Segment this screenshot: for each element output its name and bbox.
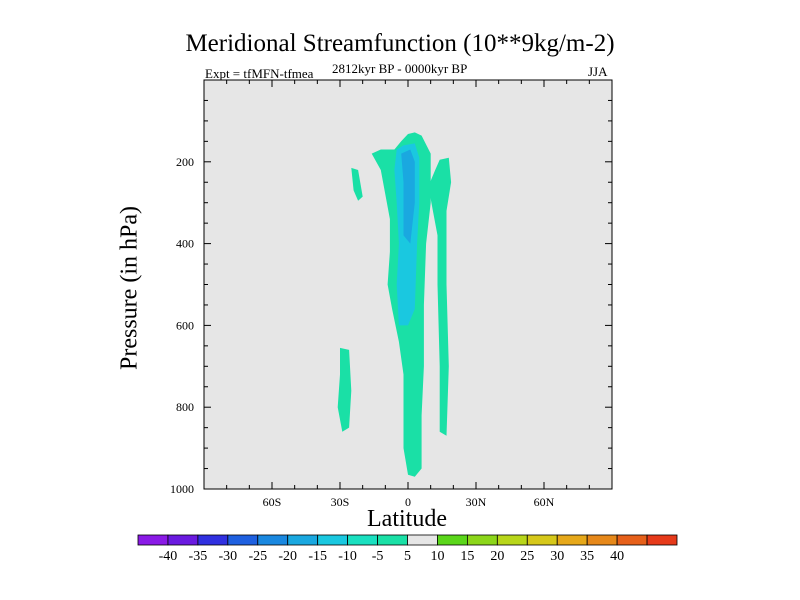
- y-tick-label: 600: [176, 318, 194, 332]
- x-tick-label: 30S: [331, 495, 350, 509]
- colorbar-label: 20: [490, 549, 504, 564]
- colorbar-box: [137, 534, 169, 546]
- experiment-label: Expt = tfMFN-tfmea: [205, 66, 314, 81]
- colorbar-label: 15: [460, 549, 474, 564]
- colorbar-label: -25: [248, 549, 267, 564]
- colorbar-box: [556, 534, 588, 546]
- colorbar-label: -30: [218, 549, 237, 564]
- colorbar-box: [197, 534, 229, 546]
- colorbar-box: [646, 534, 678, 546]
- colorbar-label: -35: [189, 549, 208, 564]
- colorbar-box: [407, 534, 438, 546]
- colorbar-box: [317, 534, 349, 546]
- x-tick-label: 60S: [263, 495, 282, 509]
- colorbar-label: -20: [278, 549, 297, 564]
- colorbar-box: [257, 534, 289, 546]
- contour-region-5: [428, 157, 452, 436]
- colorbar-label: 40: [610, 549, 624, 564]
- contour-region-3: [351, 167, 363, 201]
- colorbar-label: 30: [550, 549, 564, 564]
- season-label: JJA: [588, 64, 608, 79]
- colorbar-label: 5: [404, 549, 411, 564]
- y-tick-label: 800: [176, 400, 194, 414]
- chart-title: Meridional Streamfunction (10**9kg/m-2): [185, 30, 615, 57]
- colorbar-box: [616, 534, 648, 546]
- colorbar-box: [526, 534, 558, 546]
- x-axis-label: Latitude: [367, 506, 447, 532]
- colorbar-box: [377, 534, 408, 546]
- colorbar-box: [496, 534, 528, 546]
- colorbar-label: 25: [520, 549, 534, 564]
- x-tick-label: 60N: [534, 495, 555, 509]
- colorbar-box: [227, 534, 259, 546]
- colorbar-box: [437, 534, 468, 546]
- contour-region-2: [401, 149, 415, 244]
- colorbar-box: [287, 534, 319, 546]
- x-tick-label: 30N: [466, 495, 487, 509]
- contour-region-4: [337, 347, 352, 432]
- y-tick-label: 200: [176, 155, 194, 169]
- colorbar-box: [347, 534, 378, 546]
- colorbar-box: [466, 534, 498, 546]
- colorbar-label: -15: [308, 549, 327, 564]
- y-tick-label: 400: [176, 237, 194, 251]
- colorbar-label: -5: [372, 549, 384, 564]
- y-tick-label: 1000: [170, 482, 194, 496]
- colorbar-label: 10: [430, 549, 444, 564]
- colorbar-box: [167, 534, 199, 546]
- colorbar-label: -40: [159, 549, 178, 564]
- x-tick-label: 0: [405, 495, 411, 509]
- time-range-label: 2812kyr BP - 0000kyr BP: [332, 61, 468, 76]
- colorbar-label: -10: [338, 549, 357, 564]
- colorbar-label: 35: [580, 549, 594, 564]
- colorbar-box: [586, 534, 618, 546]
